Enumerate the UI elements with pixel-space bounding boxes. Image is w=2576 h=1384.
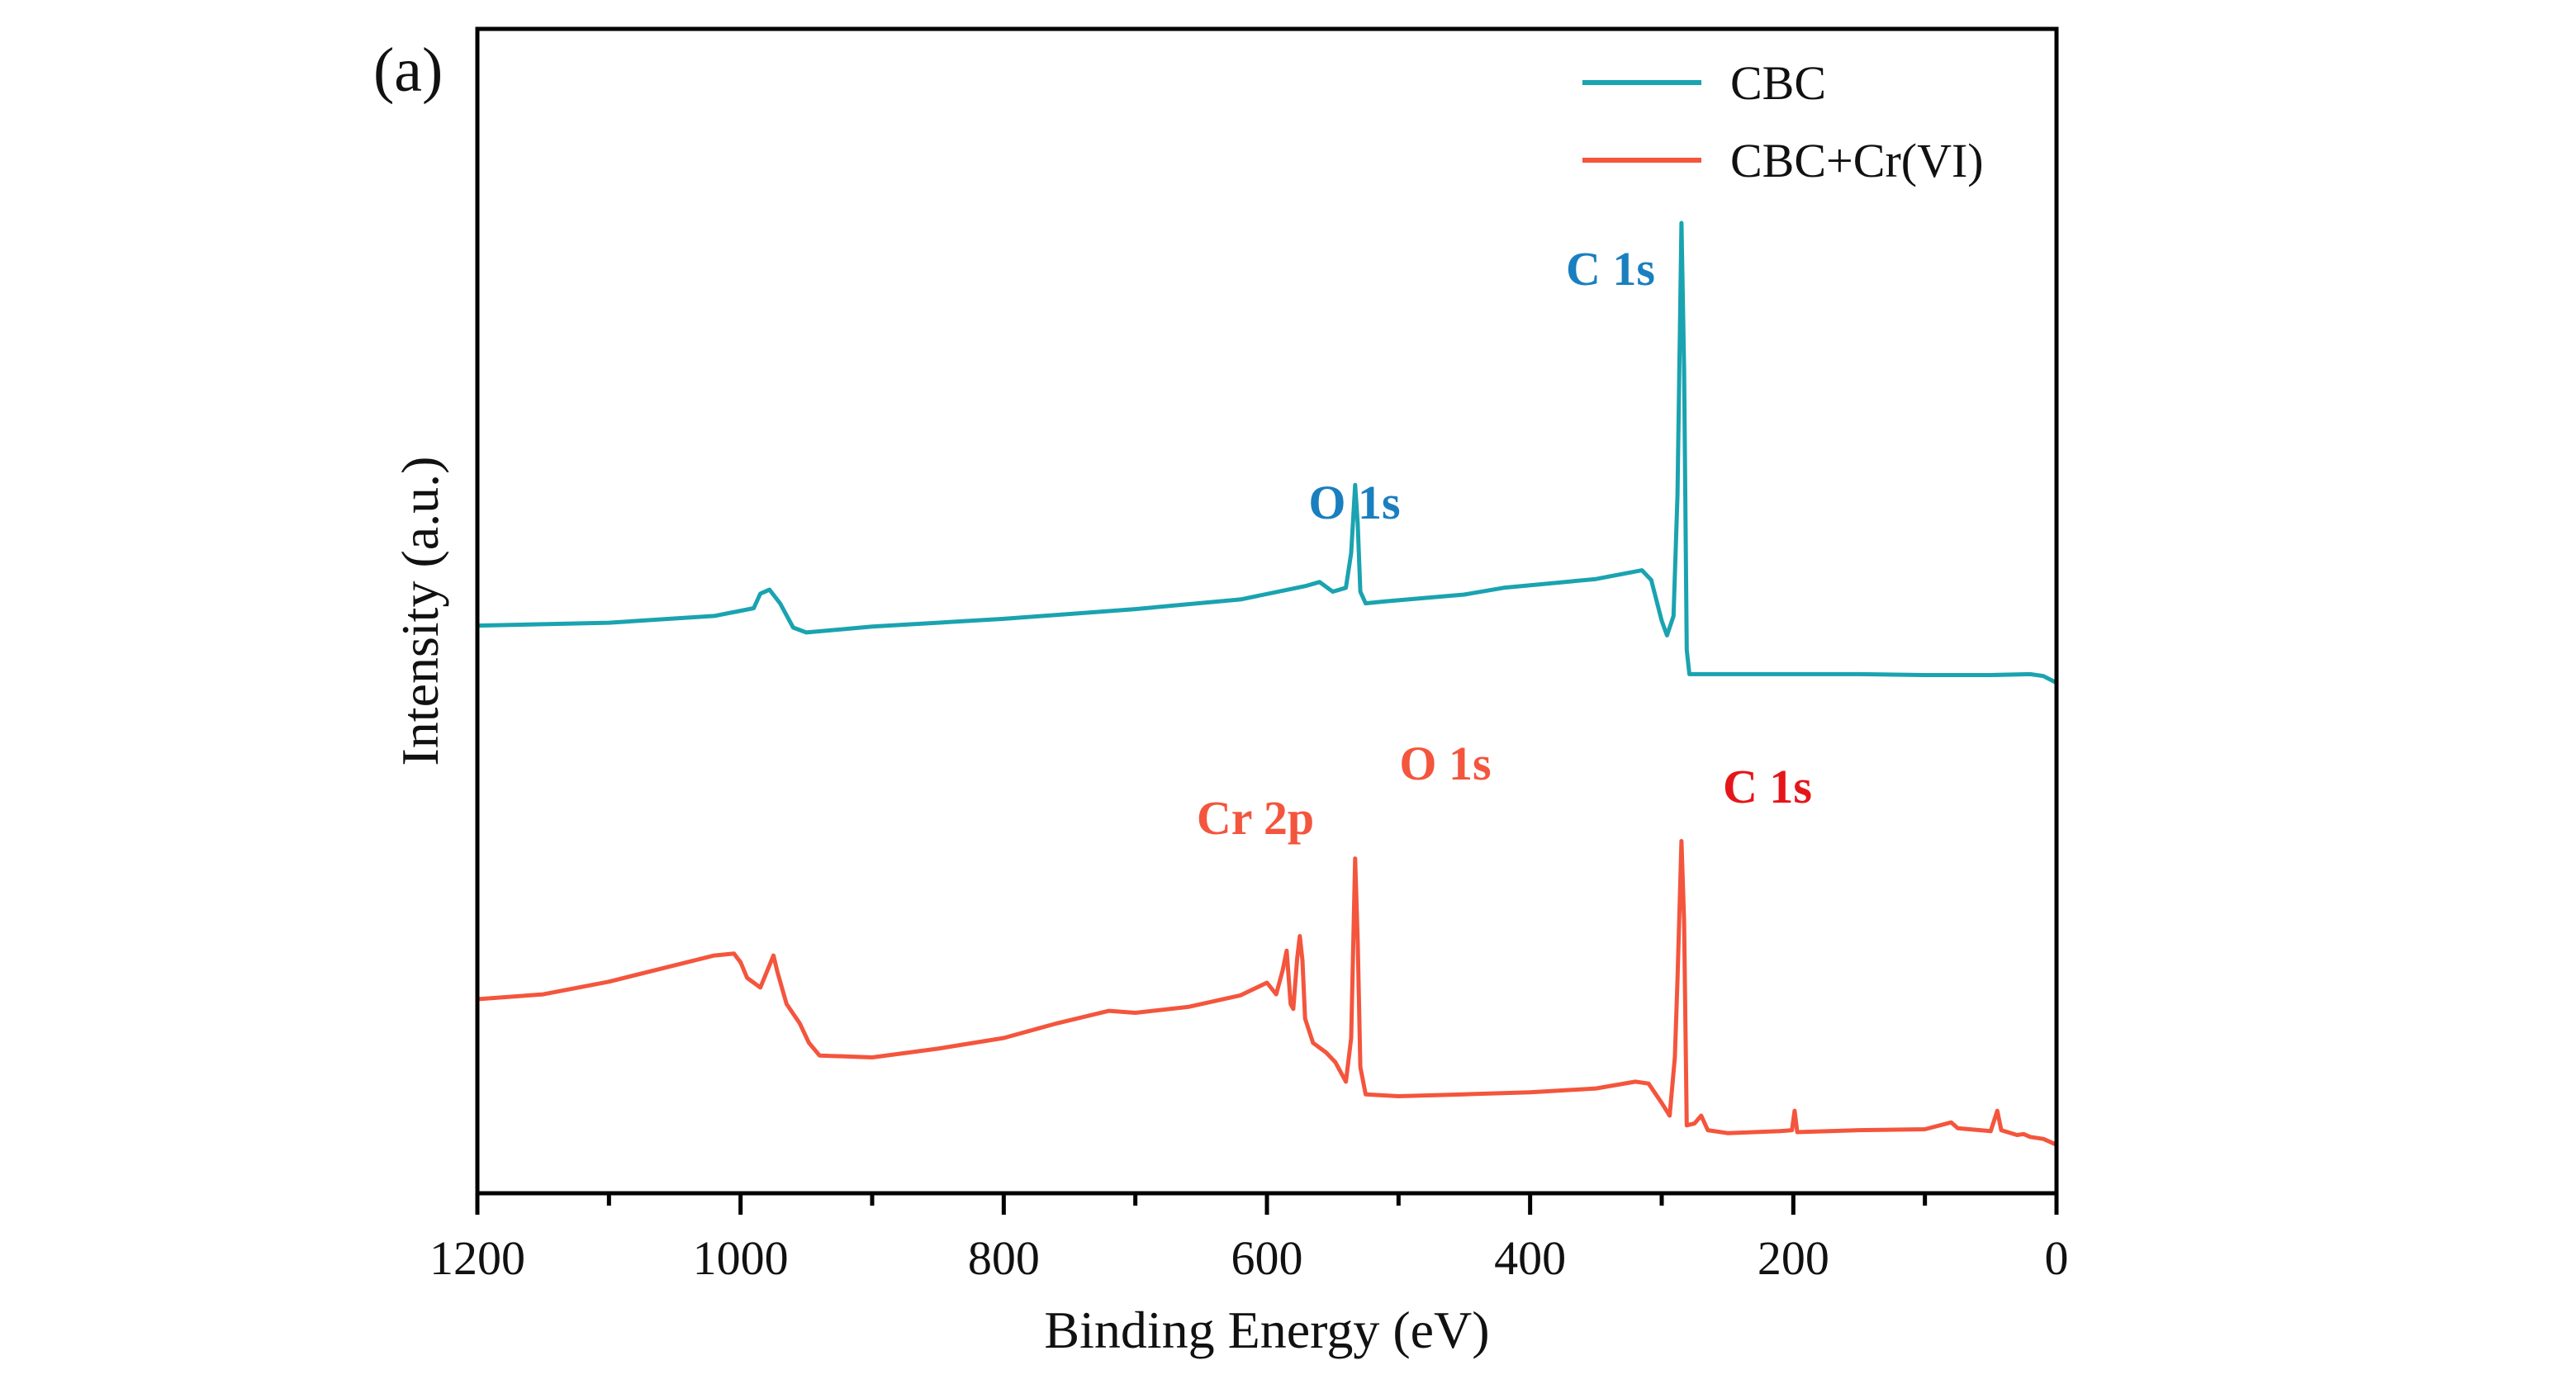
- peak-label: O 1s: [1308, 476, 1400, 529]
- x-tick-label: 600: [1231, 1231, 1303, 1285]
- label-layer: (a) CBC CBC+Cr(VI) C 1s O 1s C 1s O 1s Cr 2p: [373, 36, 1984, 845]
- x-tick-label: 200: [1758, 1231, 1829, 1285]
- x-tick-label: 400: [1494, 1231, 1566, 1285]
- peak-label: Cr 2p: [1197, 791, 1314, 845]
- x-tick-label: 1000: [693, 1231, 789, 1285]
- legend-label: CBC+Cr(VI): [1730, 134, 1984, 187]
- series-layer: [477, 220, 2058, 1147]
- plot-frame: [475, 26, 2059, 1196]
- panel-label: (a): [373, 36, 443, 105]
- axes-layer: 1200 1000 800 600 400 200 0 Binding Energy (eV)…: [391, 26, 2069, 1359]
- peak-label: C 1s: [1723, 760, 1812, 813]
- peak-label: O 1s: [1399, 737, 1491, 790]
- y-axis-title: Intensity (a.u.): [391, 457, 449, 766]
- peak-label: C 1s: [1566, 242, 1655, 296]
- x-tick-label: 800: [968, 1231, 1040, 1285]
- x-tick-label: 1200: [429, 1231, 525, 1285]
- series-line-cbc-cr-vi: [477, 839, 2058, 1147]
- legend-label: CBC: [1730, 56, 1826, 110]
- series-line-cbc: [477, 220, 2058, 685]
- x-tick-label: 0: [2045, 1231, 2069, 1285]
- x-axis-title: Binding Energy (eV): [1044, 1301, 1489, 1359]
